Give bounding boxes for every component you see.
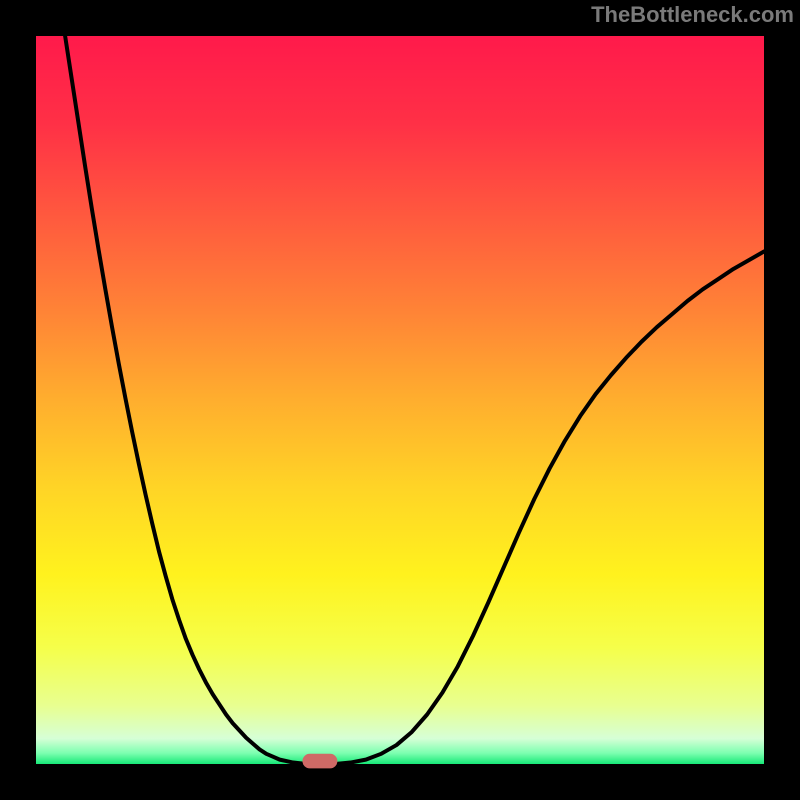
valley-marker (302, 754, 337, 769)
chart-stage: TheBottleneck.com (0, 0, 800, 800)
chart-plot-area (36, 36, 764, 764)
bottleneck-chart (0, 0, 800, 800)
watermark-text: TheBottleneck.com (591, 2, 794, 28)
